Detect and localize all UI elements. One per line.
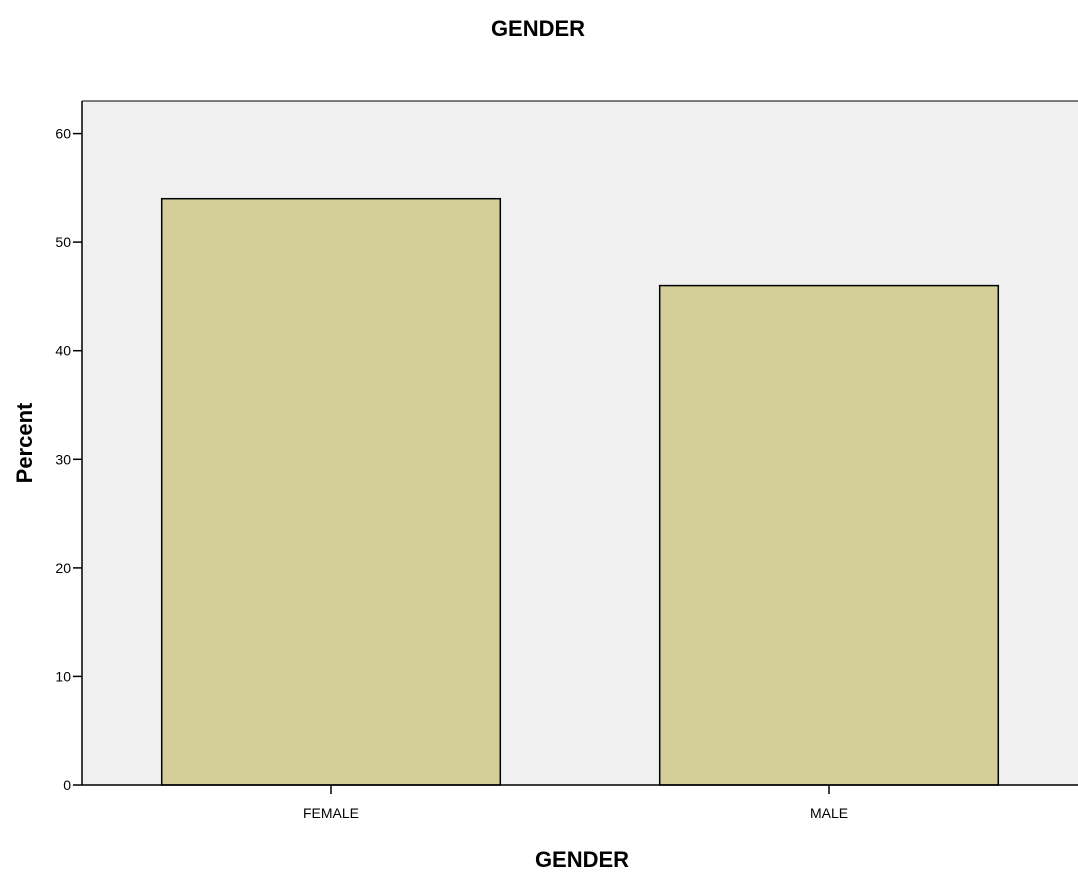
y-tick-label-50: 50 xyxy=(55,234,71,250)
x-axis-title: GENDER xyxy=(535,847,629,872)
y-tick-label-40: 40 xyxy=(55,343,71,359)
y-tick-label-20: 20 xyxy=(55,560,71,576)
bar-female xyxy=(160,197,502,786)
chart-title: GENDER xyxy=(491,16,585,41)
x-tick-label-female: FEMALE xyxy=(303,805,359,821)
y-tick-label-10: 10 xyxy=(55,668,71,684)
y-tick-label-30: 30 xyxy=(55,451,71,467)
bars-group xyxy=(160,197,1000,786)
x-ticks-group: FEMALE MALE xyxy=(303,785,848,821)
y-tick-label-60: 60 xyxy=(55,126,71,142)
y-axis-title: Percent xyxy=(12,402,37,483)
x-tick-label-male: MALE xyxy=(810,805,848,821)
y-tick-label-0: 0 xyxy=(63,777,71,793)
y-ticks-group: 0 10 20 30 40 50 60 xyxy=(55,126,82,793)
bar-male xyxy=(658,284,1000,786)
